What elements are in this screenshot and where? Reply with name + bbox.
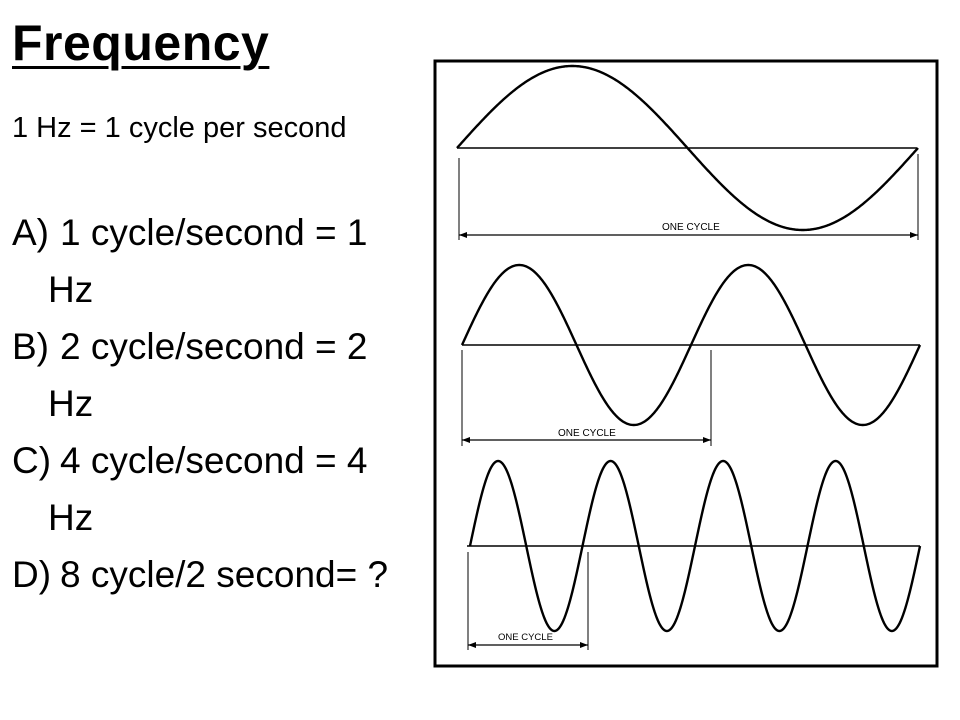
wave-group-3: ONE CYCLE: [467, 459, 922, 650]
sine-wave-3: [468, 459, 922, 633]
diagram-frame: [433, 59, 939, 668]
list-item-a: A) 1 cycle/second = 1 Hz: [12, 204, 432, 318]
list-item-letter: D): [12, 554, 52, 595]
list-item-continuation: Hz: [48, 497, 94, 538]
list-item-letter: C): [12, 440, 52, 481]
list-item-continuation: Hz: [48, 383, 94, 424]
arrow-left-icon: [468, 642, 476, 648]
list-item-text: 2 cycle/second = 2: [60, 326, 368, 367]
slide-title: Frequency: [12, 15, 270, 71]
list-item-d: D) 8 cycle/2 second= ?: [12, 546, 432, 603]
arrow-left-icon: [462, 437, 470, 443]
arrow-left-icon: [459, 232, 467, 238]
wave-group-2: ONE CYCLE: [460, 263, 922, 446]
list-item-text: 8 cycle/2 second= ?: [60, 554, 389, 595]
list-item-letter: B): [12, 326, 49, 367]
list-item-b: B) 2 cycle/second = 2 Hz: [12, 318, 432, 432]
arrow-right-icon: [703, 437, 711, 443]
arrow-right-icon: [910, 232, 918, 238]
list-item-continuation: Hz: [48, 269, 94, 310]
frequency-examples-list: A) 1 cycle/second = 1 Hz B) 2 cycle/second…: [12, 204, 432, 603]
list-item-text: 1 cycle/second = 1: [60, 212, 368, 253]
sine-wave-2: [460, 263, 922, 427]
wave-group-1: ONE CYCLE: [456, 64, 919, 240]
waveform-diagram: ONE CYCLE ONE CYCLE ONE CYCLE: [433, 59, 939, 668]
list-item-letter: A): [12, 212, 49, 253]
sine-wave-1: [456, 64, 919, 232]
slide-subtitle: 1 Hz = 1 cycle per second: [12, 112, 347, 144]
arrow-right-icon: [580, 642, 588, 648]
list-item-c: C) 4 cycle/second = 4 Hz: [12, 432, 432, 546]
list-item-text: 4 cycle/second = 4: [60, 440, 368, 481]
cycle-label-1: ONE CYCLE: [662, 222, 720, 233]
cycle-label-2: ONE CYCLE: [558, 428, 616, 439]
cycle-label-3: ONE CYCLE: [498, 632, 553, 643]
